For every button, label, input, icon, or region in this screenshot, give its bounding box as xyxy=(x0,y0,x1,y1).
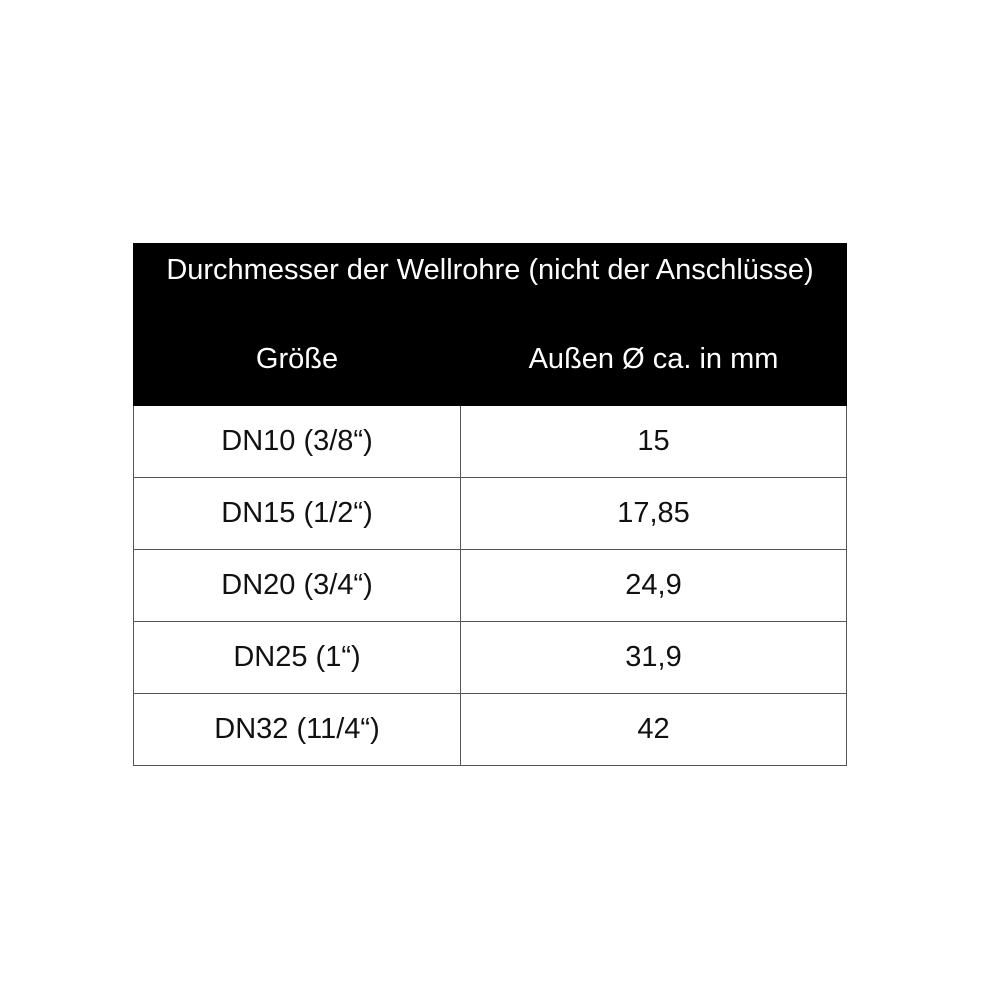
diameter-table: Durchmesser der Wellrohre (nicht der Ans… xyxy=(133,243,847,766)
table-row: DN25 (1“) 31,9 xyxy=(133,621,847,694)
column-header-outer-diameter: Außen Ø ca. in mm xyxy=(460,342,847,406)
diameter-cell: 17,85 xyxy=(460,477,847,550)
column-header-size: Größe xyxy=(133,342,461,406)
diameter-cell: 24,9 xyxy=(460,549,847,622)
table-row: DN15 (1/2“) 17,85 xyxy=(133,477,847,550)
table-row: DN32 (11/4“) 42 xyxy=(133,693,847,766)
size-cell: DN32 (11/4“) xyxy=(133,693,461,766)
table-row: DN10 (3/8“) 15 xyxy=(133,405,847,478)
table-row: DN20 (3/4“) 24,9 xyxy=(133,549,847,622)
diameter-cell: 31,9 xyxy=(460,621,847,694)
size-cell: DN20 (3/4“) xyxy=(133,549,461,622)
header-row: Größe Außen Ø ca. in mm xyxy=(133,342,847,406)
diameter-cell: 15 xyxy=(460,405,847,478)
size-cell: DN15 (1/2“) xyxy=(133,477,461,550)
size-cell: DN25 (1“) xyxy=(133,621,461,694)
table-title: Durchmesser der Wellrohre (nicht der Ans… xyxy=(133,243,847,343)
diameter-cell: 42 xyxy=(460,693,847,766)
size-cell: DN10 (3/8“) xyxy=(133,405,461,478)
